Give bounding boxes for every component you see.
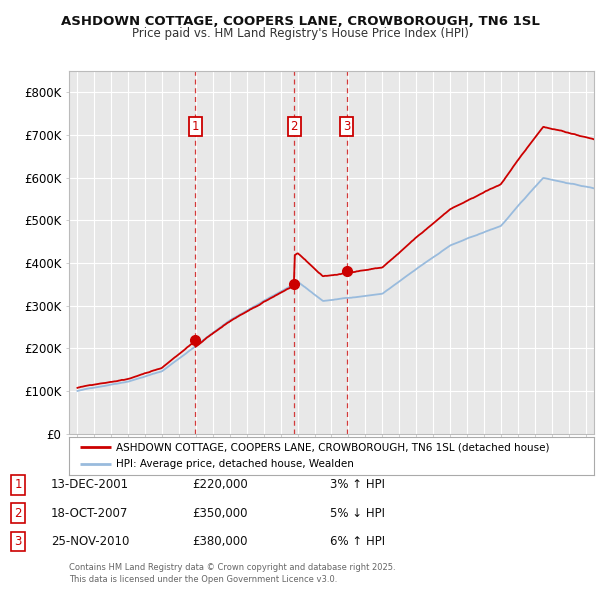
Text: 6% ↑ HPI: 6% ↑ HPI <box>330 535 385 548</box>
Text: 2: 2 <box>290 120 298 133</box>
Text: 3% ↑ HPI: 3% ↑ HPI <box>330 478 385 491</box>
Text: £220,000: £220,000 <box>192 478 248 491</box>
Text: 25-NOV-2010: 25-NOV-2010 <box>51 535 130 548</box>
Text: ASHDOWN COTTAGE, COOPERS LANE, CROWBOROUGH, TN6 1SL (detached house): ASHDOWN COTTAGE, COOPERS LANE, CROWBOROU… <box>116 442 550 453</box>
Text: 5% ↓ HPI: 5% ↓ HPI <box>330 507 385 520</box>
Text: 3: 3 <box>343 120 350 133</box>
Text: £350,000: £350,000 <box>192 507 248 520</box>
Text: ASHDOWN COTTAGE, COOPERS LANE, CROWBOROUGH, TN6 1SL: ASHDOWN COTTAGE, COOPERS LANE, CROWBOROU… <box>61 15 539 28</box>
Text: 18-OCT-2007: 18-OCT-2007 <box>51 507 128 520</box>
Text: Price paid vs. HM Land Registry's House Price Index (HPI): Price paid vs. HM Land Registry's House … <box>131 27 469 40</box>
Text: HPI: Average price, detached house, Wealden: HPI: Average price, detached house, Weal… <box>116 459 354 469</box>
Text: 2: 2 <box>14 507 22 520</box>
Text: 13-DEC-2001: 13-DEC-2001 <box>51 478 129 491</box>
Text: 1: 1 <box>14 478 22 491</box>
Text: £380,000: £380,000 <box>192 535 248 548</box>
Text: 1: 1 <box>191 120 199 133</box>
Text: 3: 3 <box>14 535 22 548</box>
Text: Contains HM Land Registry data © Crown copyright and database right 2025.
This d: Contains HM Land Registry data © Crown c… <box>69 563 395 584</box>
